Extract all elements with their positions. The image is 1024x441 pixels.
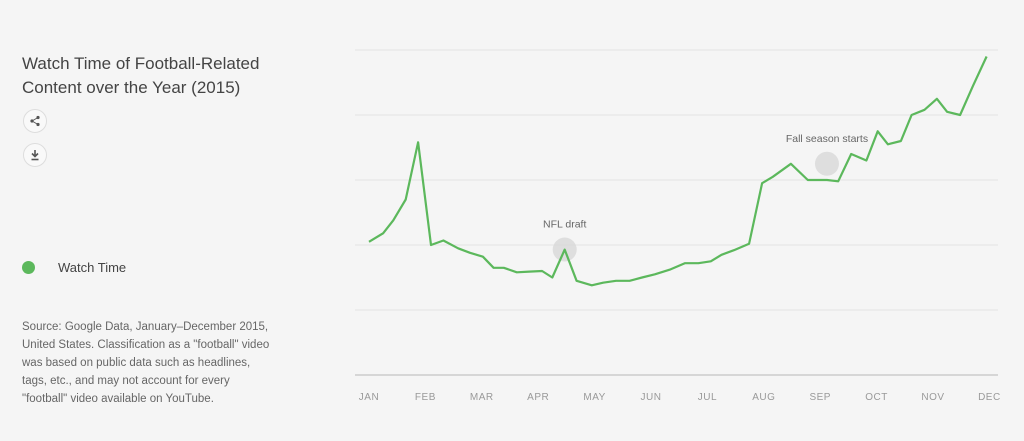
- plot-area: NFL draft Fall season starts: [368, 56, 988, 287]
- gridlines: [355, 49, 998, 311]
- x-tick-label: JAN: [359, 392, 379, 403]
- x-tick-label: APR: [527, 392, 549, 403]
- x-axis: JAN FEB MAR APR MAY JUN JUL AUG SEP OCT NOV DEC: [355, 374, 1001, 403]
- legend-swatch: [22, 261, 35, 274]
- x-tick-label: FEB: [415, 392, 436, 403]
- download-icon: [31, 150, 39, 161]
- x-tick-label: JUL: [698, 392, 717, 403]
- x-tick-label: AUG: [752, 392, 775, 403]
- legend-label: Watch Time: [58, 260, 127, 275]
- x-tick-label: MAY: [583, 392, 605, 403]
- x-tick-label: SEP: [809, 392, 831, 403]
- x-tick-label: JUN: [641, 392, 662, 403]
- x-tick-label: MAR: [470, 392, 494, 403]
- x-tick-label: OCT: [865, 392, 888, 403]
- download-button[interactable]: [23, 143, 47, 167]
- x-tick-label: DEC: [978, 392, 1001, 403]
- chart-title: Watch Time of Football-Related Content o…: [22, 54, 260, 97]
- annotation-label: NFL draft: [543, 219, 586, 231]
- annotation-marker: [814, 151, 839, 176]
- series-line: [368, 56, 988, 287]
- share-icon: [30, 115, 40, 127]
- annotation-label: Fall season starts: [786, 133, 868, 145]
- x-tick-label: NOV: [921, 392, 944, 403]
- source-note: Source: Google Data, January–December 20…: [22, 321, 270, 405]
- legend: Watch Time: [22, 260, 126, 275]
- share-button[interactable]: [23, 109, 47, 133]
